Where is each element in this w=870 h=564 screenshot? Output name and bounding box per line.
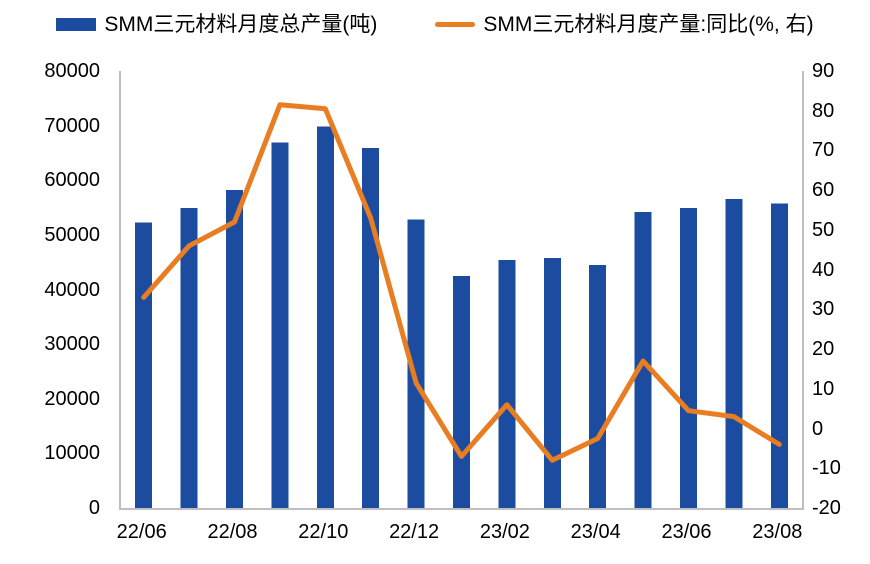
production-bar [453, 275, 470, 508]
x-axis-tick: 23/08 [752, 521, 803, 543]
production-bar [271, 142, 289, 508]
production-bar [589, 264, 607, 508]
right-axis-tick: 50 [812, 218, 835, 241]
x-axis-tick: 23/06 [661, 521, 712, 543]
left-axis-tick: 80000 [44, 60, 100, 82]
production-bar [316, 126, 334, 508]
right-axis-tick: 40 [812, 258, 835, 281]
left-axis-tick: 0 [88, 497, 100, 519]
left-axis-tick: 20000 [44, 387, 100, 410]
plot-area [119, 71, 804, 510]
line-series-swatch-icon [435, 22, 476, 27]
production-bar [543, 257, 561, 508]
left-axis-tick: 10000 [44, 442, 100, 465]
production-bar [770, 203, 788, 508]
left-axis-tick: 50000 [44, 223, 100, 246]
right-axis-tick: 30 [812, 298, 835, 321]
left-axis-tick: 30000 [44, 333, 100, 356]
legend-label-yoy: SMM三元材料月度产量:同比(%, 右) [483, 13, 814, 36]
left-axis-tick: 60000 [44, 169, 100, 192]
right-axis-tick: 70 [812, 139, 835, 162]
production-bar [135, 222, 153, 508]
right-axis-tick: 0 [812, 417, 824, 440]
chart-legend: SMM三元材料月度总产量(吨) SMM三元材料月度产量:同比(%, 右) [0, 14, 870, 35]
production-bar [498, 260, 516, 508]
production-bar [680, 208, 697, 508]
right-axis-tick: 20 [812, 338, 835, 361]
x-axis-tick: 22/08 [207, 521, 258, 543]
x-axis-tick: 22/10 [298, 521, 349, 543]
right-axis-tick: -20 [812, 497, 841, 519]
right-axis-tick: 90 [812, 60, 835, 82]
right-axis-tick: 60 [812, 179, 835, 202]
x-axis-tick: 23/04 [570, 521, 621, 543]
left-axis-tick: 70000 [44, 114, 100, 137]
x-axis-tick: 22/06 [116, 521, 167, 543]
left-axis-tick: 40000 [44, 278, 100, 301]
legend-item-monthly-output: SMM三元材料月度总产量(吨) [56, 14, 377, 35]
x-axis-tick: 22/12 [389, 521, 440, 543]
x-axis-tick: 23/02 [479, 521, 530, 543]
right-axis-tick: 10 [812, 377, 835, 400]
legend-label-monthly-output: SMM三元材料月度总产量(吨) [104, 13, 378, 36]
right-axis-tick: 80 [812, 99, 835, 122]
production-bar [180, 208, 198, 508]
yoy-line [141, 102, 782, 463]
right-axis-tick: -10 [812, 457, 841, 480]
production-bar [407, 219, 425, 508]
production-bar [725, 198, 743, 508]
bar-series-swatch-icon [56, 18, 97, 31]
production-bar [226, 190, 243, 508]
legend-item-yoy: SMM三元材料月度产量:同比(%, 右) [435, 13, 814, 36]
chart-plot-svg [135, 102, 788, 508]
